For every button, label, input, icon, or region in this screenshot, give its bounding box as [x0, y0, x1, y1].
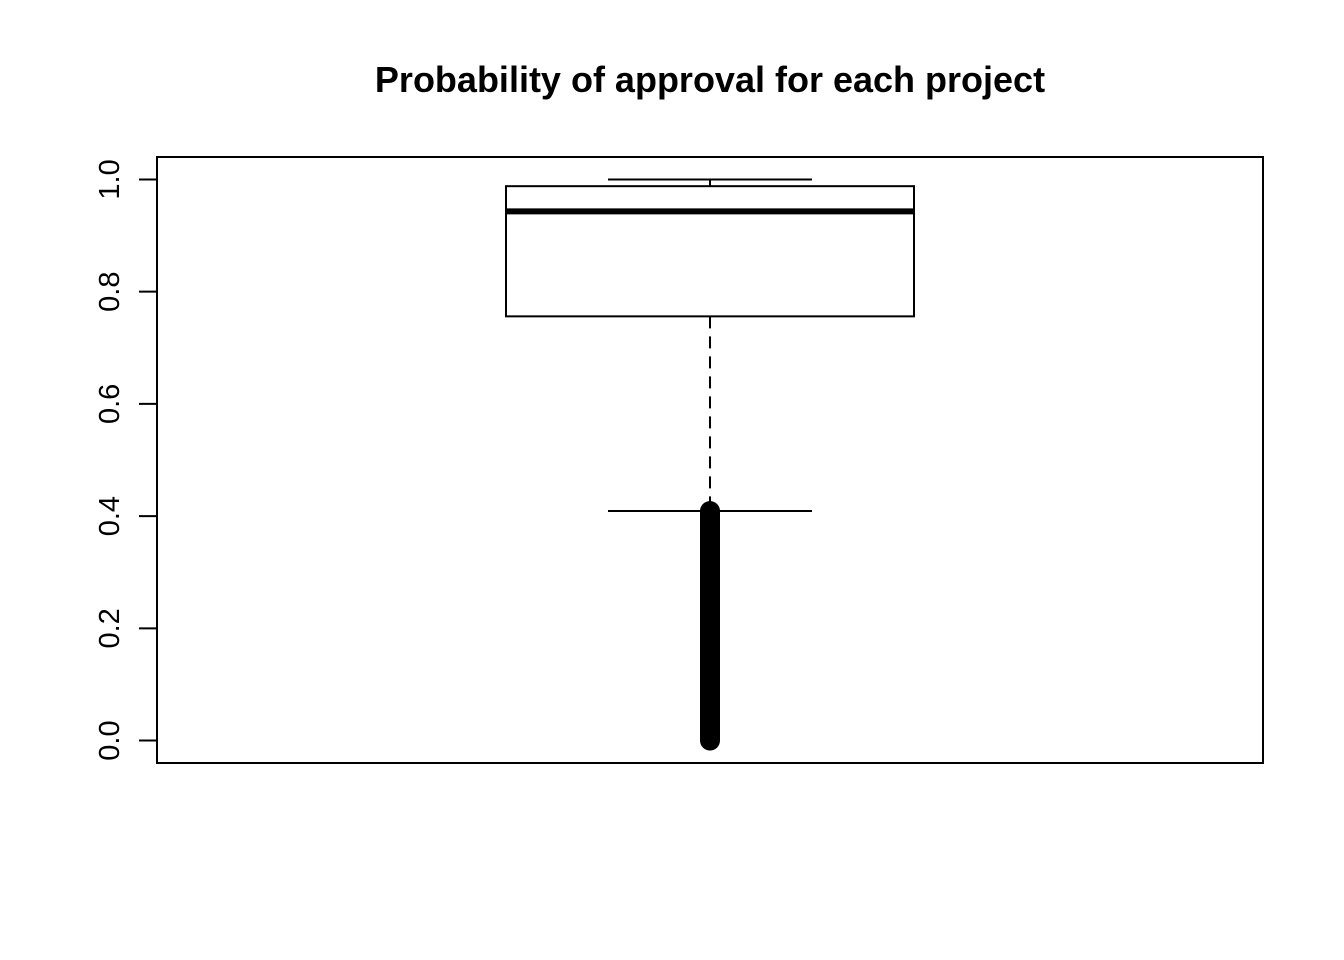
iqr-box: [505, 185, 915, 318]
chart-title: Probability of approval for each project: [375, 59, 1045, 100]
y-tick-label-0: 0.0: [94, 720, 126, 760]
y-axis: 0.0 0.2 0.4 0.6 0.8 1.0: [94, 159, 158, 761]
y-tick-label-1: 0.2: [94, 608, 126, 648]
y-tick-label-5: 1.0: [94, 159, 126, 199]
y-tick-label-3: 0.6: [94, 384, 126, 424]
y-tick-label-2: 0.4: [94, 496, 126, 536]
y-tick-label-4: 0.8: [94, 272, 126, 312]
box-group: [505, 178, 915, 751]
